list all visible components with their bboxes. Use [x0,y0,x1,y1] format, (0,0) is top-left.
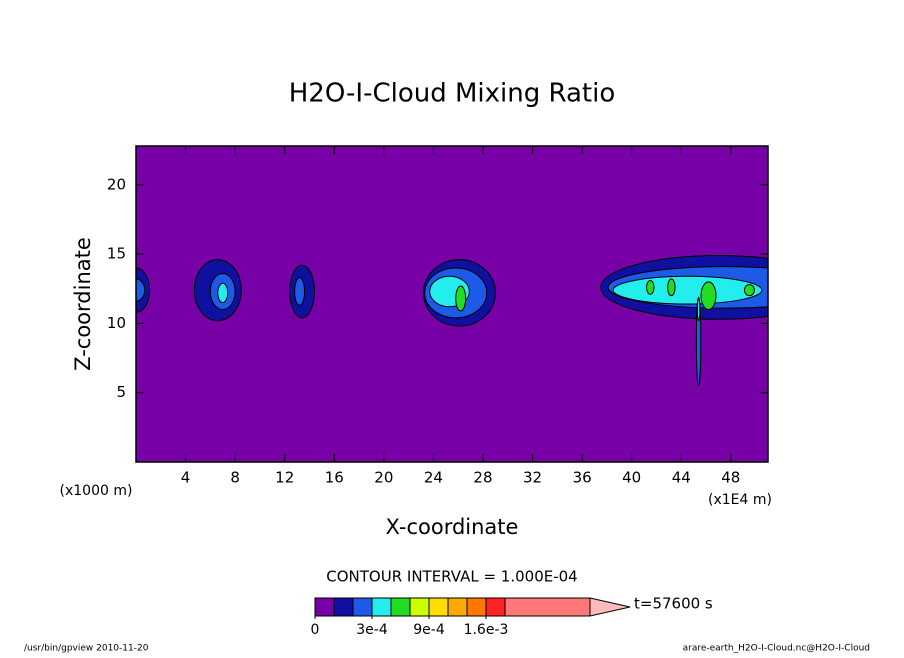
y-axis-label: Z-coordinate [71,237,95,371]
x-tick-label: 48 [721,469,740,487]
colorbar-box [371,597,392,617]
chart-title: H2O-I-Cloud Mixing Ratio [289,79,616,109]
colorbar-box [314,597,335,617]
x-tick-label: 20 [374,469,393,487]
x-tick-label: 12 [275,469,294,487]
time-label: t=57600 s [634,595,713,613]
plot-frame [135,145,769,463]
colorbar-box [447,597,468,617]
x-tick-label: 4 [181,469,191,487]
x-axis-label: X-coordinate [386,515,519,539]
colorbar-box [466,597,487,617]
contour-region [743,284,755,297]
footer-left: /usr/bin/gpview 2010-11-20 [24,644,149,654]
contour-region [696,297,701,322]
colorbar-extension [504,597,591,617]
contour-region [646,279,655,295]
x-unit-left: (x1000 m) [60,483,133,499]
x-unit-right: (x1E4 m) [708,492,772,508]
x-tick-label: 36 [573,469,592,487]
contour-region [612,275,763,305]
x-tick-label: 16 [325,469,344,487]
contour-region [455,285,467,312]
contour-region [294,277,306,306]
y-tick-label: 20 [107,175,126,193]
y-tick-label: 5 [116,383,126,401]
colorbar-box [390,597,411,617]
y-tick-label: 15 [107,245,126,263]
colorbar-box [485,597,506,617]
colorbar-box [428,597,449,617]
x-tick-label: 44 [672,469,691,487]
contour-region [217,282,229,304]
x-tick-label: 32 [523,469,542,487]
contours [136,255,768,387]
colorbar-box [333,597,354,617]
x-tick-label: 8 [230,469,240,487]
contour-region [700,281,717,311]
colorbar-tick-label: 1.6e-3 [464,622,509,638]
footer-right: arare-earth_H2O-I-Cloud.nc@H2O-I-Cloud [683,644,870,654]
colorbar-box [409,597,430,617]
colorbar-tick-label: 0 [311,622,320,638]
x-tick-label: 24 [424,469,443,487]
contour-region [667,278,676,297]
colorbar-title: CONTOUR INTERVAL = 1.000E-04 [326,568,577,586]
x-tick-label: 28 [473,469,492,487]
colorbar-tick-label: 9e-4 [413,622,445,638]
colorbar-arrow [589,597,631,617]
colorbar-box [352,597,373,617]
colorbar-tick-label: 3e-4 [356,622,388,638]
x-tick-label: 40 [622,469,641,487]
y-tick-label: 10 [107,314,126,332]
